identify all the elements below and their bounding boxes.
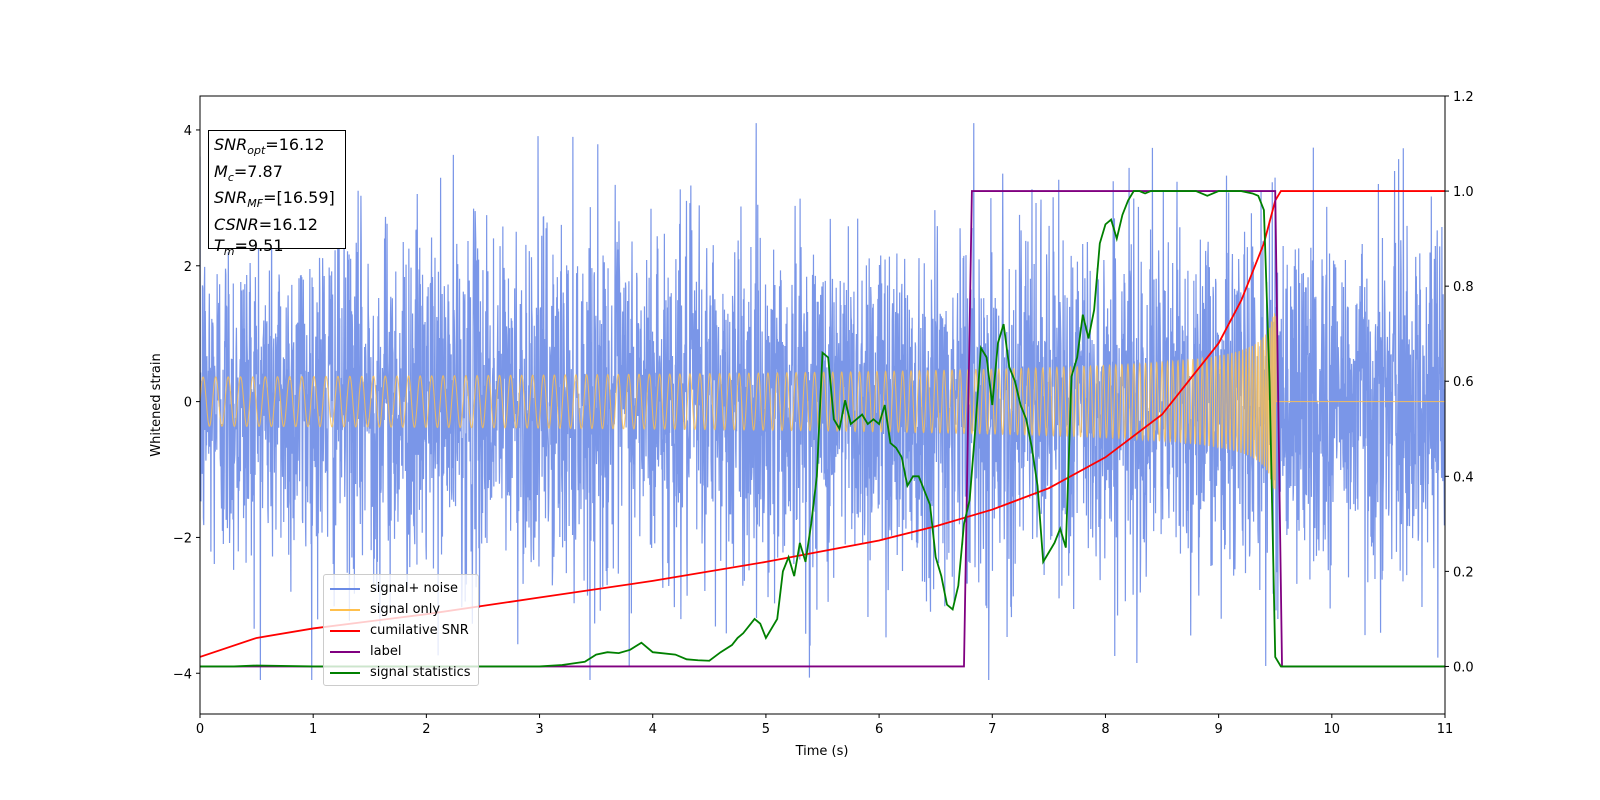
annotation-snr-opt: SNRopt=16.12 — [214, 135, 340, 162]
x-tick-label: 7 — [988, 722, 996, 737]
legend-label: label — [370, 644, 402, 659]
snr-opt-symbol: SNR — [214, 135, 248, 154]
legend-label: cumilative SNR — [370, 623, 469, 638]
x-axis-label: Time (s) — [795, 744, 849, 759]
tm-symbol: T — [214, 235, 224, 255]
tm-subscript: m — [223, 244, 235, 258]
snr-mf-value: =[16.59] — [263, 188, 335, 208]
x-tick-label: 9 — [1214, 722, 1222, 737]
y-tick-label-right: 0.0 — [1453, 660, 1474, 675]
mc-value: =7.87 — [233, 161, 283, 181]
legend-item-signal-only: signal only — [330, 599, 472, 620]
mc-subscript: c — [227, 170, 234, 184]
tm-value: =9.51 — [234, 235, 284, 255]
series-signal-statistics — [200, 190, 1445, 668]
legend-item-cumulative-snr: cumilative SNR — [330, 620, 472, 641]
y-tick-label-left: 0 — [184, 396, 192, 411]
y-tick-label-right: 0.4 — [1453, 470, 1474, 485]
legend-swatch — [330, 671, 360, 674]
annotation-box: SNRopt=16.12 Mc=7.87 SNRMF=[16.59] CSNR=… — [208, 130, 346, 258]
legend-swatch — [330, 650, 360, 653]
legend-label: signal only — [370, 602, 441, 617]
legend-label: signal statistics — [370, 665, 471, 680]
snr-mf-subscript: MF — [247, 197, 264, 211]
x-tick-label: 11 — [1437, 722, 1454, 737]
x-tick-label: 1 — [309, 722, 317, 737]
y-tick-label-left: −2 — [173, 531, 192, 546]
annotation-csnr: CSNR=16.12 — [214, 215, 340, 236]
y-tick-label-left: 2 — [184, 260, 192, 275]
legend-swatch — [330, 629, 360, 632]
x-tick-label: 3 — [535, 722, 543, 737]
annotation-tm: Tm=9.51 — [214, 236, 340, 263]
legend-swatch — [330, 587, 360, 590]
annotation-mc: Mc=7.87 — [214, 162, 340, 189]
y-tick-label-left: −4 — [173, 667, 192, 682]
x-tick-label: 6 — [875, 722, 883, 737]
axes-layer: 0 1 2 3 4 5 6 7 8 9 10 11 −4 −2 0 2 4 0.0 0.2 0.4 0.6 0.8 1.0 1… — [173, 90, 1474, 737]
csnr-symbol: CSNR — [214, 215, 259, 235]
x-tick-label: 2 — [422, 722, 430, 737]
y-tick-label-left: 4 — [184, 124, 192, 139]
legend-swatch — [330, 608, 360, 611]
x-tick-label: 5 — [762, 722, 770, 737]
csnr-value: =16.12 — [258, 215, 318, 235]
mc-symbol: M — [214, 161, 228, 181]
y-tick-label-right: 1.0 — [1453, 185, 1474, 200]
legend-item-signal-statistics: signal statistics — [330, 662, 472, 683]
y-tick-label-right: 0.2 — [1453, 565, 1474, 580]
x-tick-label: 0 — [196, 722, 204, 737]
legend: signal+ noise signal only cumilative SNR… — [323, 574, 479, 686]
legend-item-label: label — [330, 641, 472, 662]
x-tick-label: 4 — [649, 722, 657, 737]
series-signal-noise — [200, 123, 1445, 681]
snr-opt-subscript: opt — [247, 144, 266, 158]
legend-label: signal+ noise — [370, 581, 459, 596]
y-tick-label-right: 1.2 — [1453, 90, 1474, 105]
y-axis-label-left: Whitened strain — [149, 353, 164, 456]
y-tick-label-right: 0.8 — [1453, 280, 1474, 295]
series-signal-only — [200, 313, 1445, 490]
legend-item-signal-noise: signal+ noise — [330, 578, 472, 599]
snr-opt-value: =16.12 — [265, 135, 325, 154]
x-tick-label: 10 — [1324, 722, 1341, 737]
plot-frame — [199, 95, 1446, 715]
y-tick-label-right: 0.6 — [1453, 375, 1474, 390]
x-tick-label: 8 — [1101, 722, 1109, 737]
snr-mf-symbol: SNR — [214, 188, 248, 208]
annotation-snr-mf: SNRMF=[16.59] — [214, 188, 340, 215]
